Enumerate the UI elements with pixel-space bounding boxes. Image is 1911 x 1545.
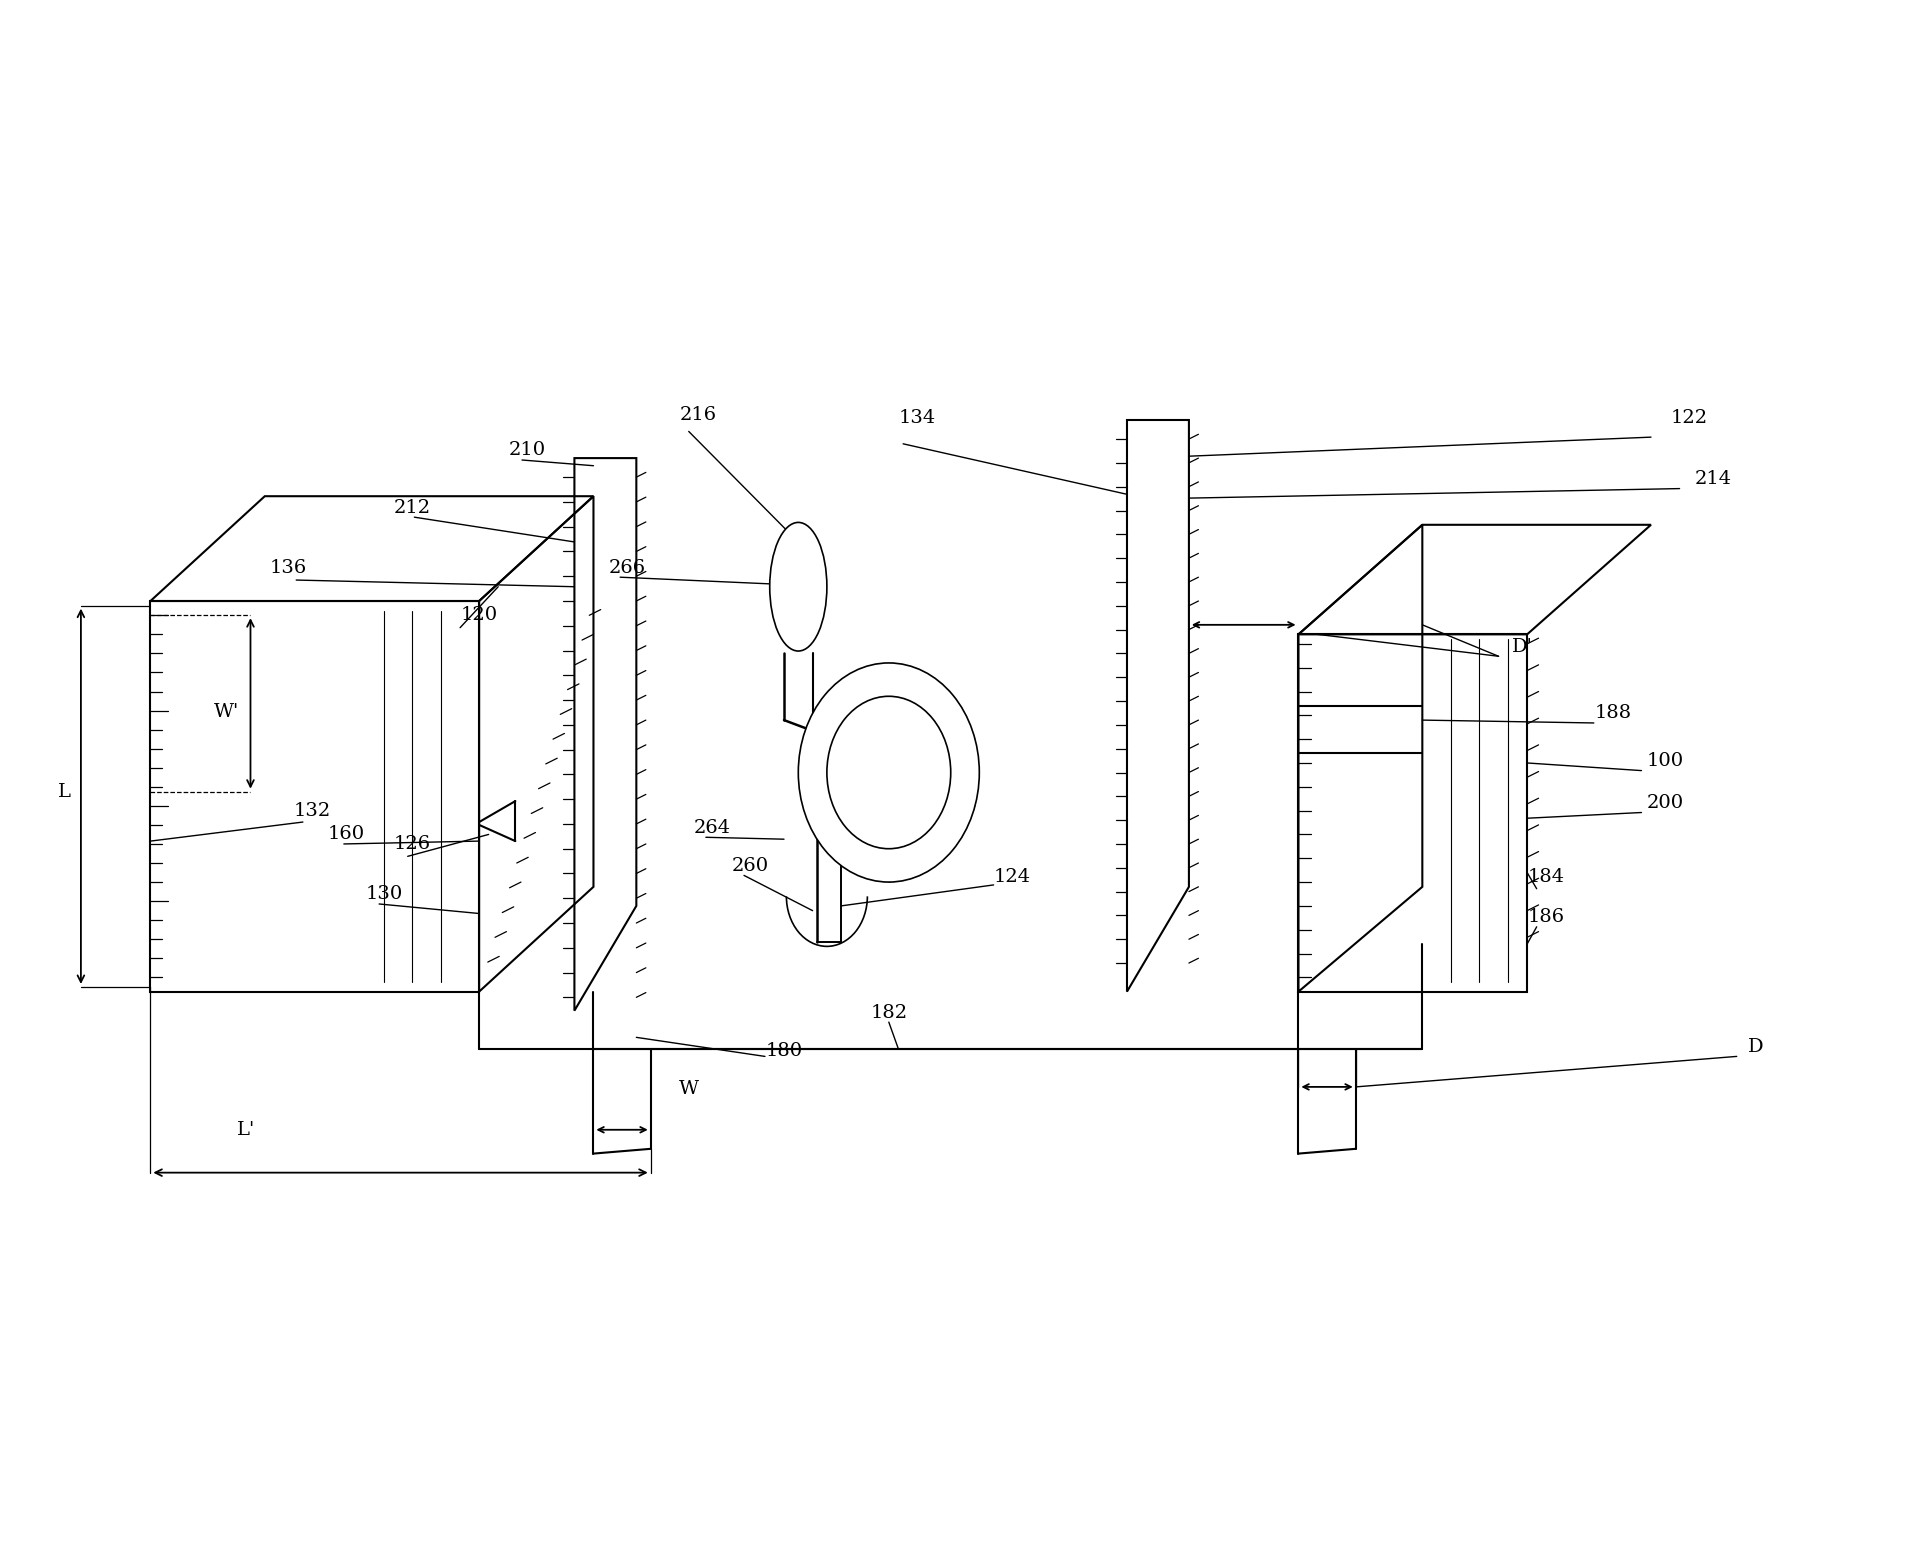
Text: 120: 120 [461,606,497,624]
Text: 210: 210 [508,442,545,459]
Text: 182: 182 [870,1004,908,1021]
Text: 130: 130 [365,885,403,904]
Text: 186: 186 [1527,908,1565,927]
Text: 160: 160 [327,825,365,844]
Ellipse shape [770,522,827,650]
Text: 132: 132 [294,802,331,819]
Text: 136: 136 [269,559,308,576]
Text: 212: 212 [394,499,432,516]
Text: 216: 216 [680,406,717,425]
Text: 200: 200 [1647,794,1684,813]
Text: W: W [678,1080,699,1098]
Ellipse shape [799,663,978,882]
Text: 180: 180 [766,1041,803,1060]
Text: 122: 122 [1670,409,1708,426]
Text: L: L [57,783,71,800]
Text: 260: 260 [732,857,770,874]
Text: 184: 184 [1527,868,1565,887]
Text: D': D' [1512,638,1533,655]
Text: D: D [1749,1038,1764,1055]
Text: L': L' [237,1120,254,1139]
Text: 100: 100 [1647,752,1684,769]
Text: W': W' [214,703,239,722]
Text: 134: 134 [898,409,936,426]
Text: 266: 266 [608,559,646,576]
Text: 264: 264 [694,819,732,837]
Text: 214: 214 [1695,470,1731,488]
Text: 188: 188 [1594,705,1632,723]
Text: 124: 124 [994,868,1032,887]
Text: 126: 126 [394,834,432,853]
